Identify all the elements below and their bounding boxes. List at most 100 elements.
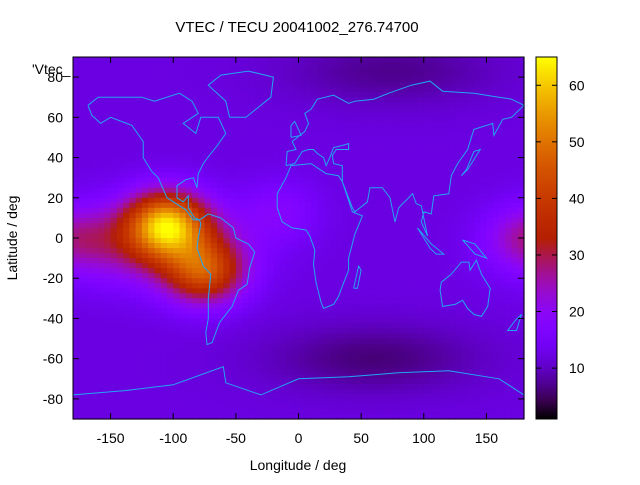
heat-cell [217, 187, 224, 194]
heat-cell [498, 353, 506, 360]
heat-cell [91, 182, 99, 189]
heat-cell [173, 197, 181, 204]
heat-cell [185, 398, 193, 405]
heat-cell [279, 388, 287, 395]
heat-cell [304, 137, 312, 144]
heat-cell [267, 273, 275, 279]
heat-cell [129, 192, 137, 199]
heat-cell [73, 303, 80, 309]
heat-cell [235, 192, 243, 199]
heat-cell [98, 283, 105, 289]
heat-cell [229, 92, 237, 98]
heat-cell [473, 167, 481, 174]
heat-cell [173, 283, 181, 289]
heat-cell [85, 348, 93, 355]
heat-cell [129, 253, 137, 259]
heat-cell [166, 258, 174, 264]
heat-cell [480, 122, 488, 128]
heat-cell [260, 67, 268, 73]
heat-cell [285, 273, 293, 279]
heat-cell [173, 102, 181, 108]
heat-cell [279, 293, 287, 299]
heat-cell [116, 303, 124, 309]
heat-cell [317, 222, 325, 229]
heat-cell [480, 358, 488, 365]
heat-cell [323, 238, 331, 244]
heat-cell [511, 313, 519, 320]
heat-cell [242, 62, 249, 68]
heat-cell [505, 117, 513, 123]
heat-cell [141, 383, 149, 390]
heat-cell [492, 127, 500, 134]
heat-cell [279, 177, 287, 184]
heat-cell [423, 152, 431, 159]
heat-cell [417, 343, 425, 350]
heat-cell [285, 368, 293, 375]
heat-cell [379, 248, 387, 254]
heat-cell [323, 333, 331, 340]
heat-cell [260, 238, 268, 244]
heat-cell [73, 82, 80, 88]
heat-cell [329, 187, 337, 194]
heat-cell [135, 152, 143, 159]
heat-cell [492, 378, 500, 385]
heat-cell [417, 227, 425, 234]
heat-cell [511, 398, 519, 405]
heat-cell [311, 288, 318, 294]
heat-cell [336, 217, 343, 224]
heat-cell [311, 217, 318, 224]
heat-cell [492, 157, 500, 164]
heat-cell [304, 232, 312, 239]
heat-cell [298, 97, 306, 103]
heat-cell [373, 288, 381, 294]
heat-cell [480, 278, 488, 284]
heat-cell [204, 343, 212, 350]
heat-cell [379, 338, 387, 345]
heat-cell [436, 253, 444, 259]
heat-cell [260, 263, 268, 269]
heat-cell [423, 318, 431, 325]
heat-cell [498, 97, 506, 103]
heat-cell [285, 243, 293, 249]
heat-cell [392, 393, 400, 400]
heat-cell [192, 102, 199, 108]
heat-cell [411, 212, 419, 219]
heat-cell [260, 398, 268, 405]
heat-cell [129, 323, 137, 330]
heat-cell [79, 82, 87, 88]
heat-cell [455, 303, 462, 309]
heat-cell [285, 333, 293, 340]
heat-cell [417, 338, 425, 345]
heat-cell [217, 87, 224, 93]
heat-cell [98, 182, 105, 189]
heat-cell [248, 398, 256, 405]
heat-cell [79, 368, 87, 375]
heat-cell [129, 167, 137, 174]
heat-cell [141, 353, 149, 360]
heat-cell [430, 152, 437, 159]
heat-cell [273, 107, 281, 113]
heat-cell [373, 383, 381, 390]
heat-cell [254, 248, 262, 254]
heat-cell [210, 132, 218, 139]
heat-cell [348, 167, 356, 174]
heat-cell [448, 92, 456, 98]
heat-cell [198, 172, 206, 179]
heat-cell [210, 172, 218, 179]
heat-cell [242, 212, 249, 219]
heat-cell [73, 102, 80, 108]
heat-cell [135, 308, 143, 315]
heat-cell [448, 162, 456, 169]
heat-cell [267, 363, 275, 370]
heat-cell [473, 258, 481, 264]
heat-cell [254, 67, 262, 73]
heat-cell [104, 137, 112, 144]
heat-cell [217, 253, 224, 259]
heat-cell [448, 313, 456, 320]
heat-cell [329, 293, 337, 299]
heat-cell [204, 333, 212, 340]
heat-cell [436, 102, 444, 108]
heat-cell [273, 393, 281, 400]
heat-cell [430, 137, 437, 144]
heat-cell [336, 152, 343, 159]
